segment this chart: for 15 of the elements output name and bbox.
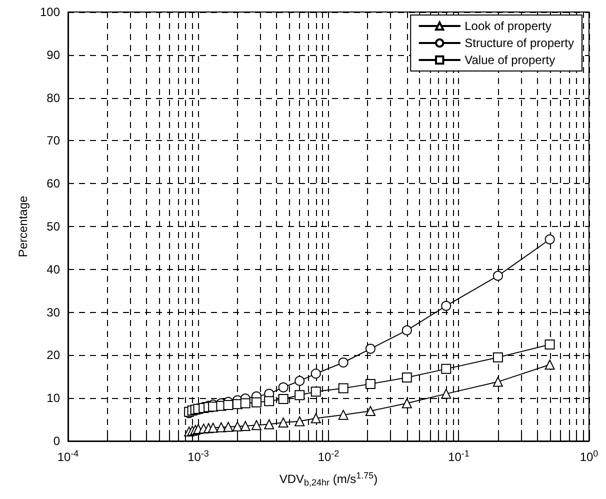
y-tick-label: 60 (46, 176, 60, 191)
y-tick-label: 20 (46, 348, 60, 362)
y-tick-label: 30 (46, 305, 60, 320)
legend-label: Value of property (464, 53, 556, 67)
y-tick-label: 10 (46, 391, 60, 406)
y-tick-label: 40 (46, 262, 60, 276)
y-tick-label: 100 (40, 5, 60, 19)
y-tick-label: 90 (46, 48, 60, 62)
y-tick-label: 0 (53, 434, 60, 448)
y-tick-label: 70 (46, 134, 60, 148)
y-tick-label: 50 (46, 220, 60, 234)
legend-label: Look of property (464, 19, 552, 33)
y-axis-title: Percentage (16, 195, 30, 258)
y-tick-label: 80 (46, 90, 60, 105)
legend-label: Structure of property (464, 36, 574, 50)
